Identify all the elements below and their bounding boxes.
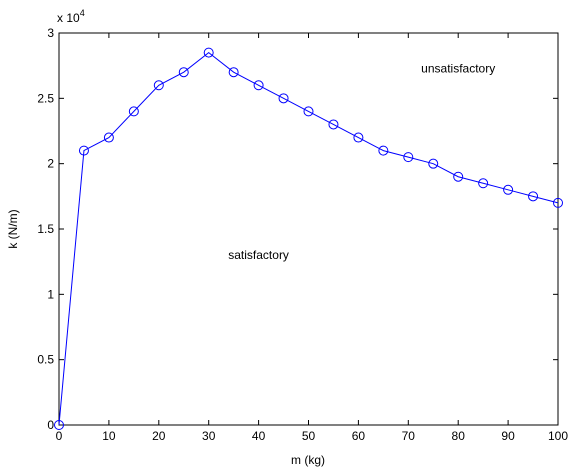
x-tick-label: 10 xyxy=(102,429,116,443)
y-tick-labels: 0 0.5 1 1.5 2 2.5 3 xyxy=(37,26,54,432)
x-tick-label: 0 xyxy=(56,429,63,443)
y-exponent-power: 4 xyxy=(80,8,85,18)
y-tick-label: 0.5 xyxy=(37,353,54,367)
y-tick-label: 2 xyxy=(47,157,54,171)
x-tick-label: 30 xyxy=(202,429,216,443)
y-tick-label: 3 xyxy=(47,26,54,40)
data-point xyxy=(503,184,514,195)
data-point xyxy=(128,106,139,117)
x-tick-label: 50 xyxy=(302,429,316,443)
y-exponent-label: x 104 xyxy=(57,8,85,25)
data-point xyxy=(553,197,563,208)
x-tick-label: 40 xyxy=(252,429,266,443)
x-axis-title: m (kg) xyxy=(291,453,325,467)
x-tick-label: 80 xyxy=(452,429,466,443)
series-group xyxy=(54,47,563,430)
data-point xyxy=(278,93,289,104)
series-line xyxy=(58,51,559,426)
data-point xyxy=(303,106,314,117)
data-point xyxy=(153,80,164,91)
data-point xyxy=(328,119,339,130)
data-point xyxy=(403,152,414,163)
y-axis-title: k (N/m) xyxy=(6,209,20,248)
x-tick-label: 100 xyxy=(548,429,568,443)
data-point xyxy=(428,158,439,169)
data-point xyxy=(178,67,189,78)
plot-area xyxy=(58,32,559,426)
data-point xyxy=(103,132,114,143)
x-tick-label: 20 xyxy=(152,429,166,443)
data-point xyxy=(78,145,89,156)
data-point xyxy=(228,67,239,78)
data-point xyxy=(528,191,539,202)
data-point xyxy=(378,145,389,156)
y-tick-label: 2.5 xyxy=(37,91,54,105)
y-tick-label: 1.5 xyxy=(37,222,54,236)
data-point xyxy=(453,171,464,182)
data-point xyxy=(353,132,364,143)
data-point xyxy=(478,178,489,189)
annotation-text: satisfactory xyxy=(228,248,289,262)
annotation-text: unsatisfactory xyxy=(421,61,495,75)
x-tick-labels: 0 10 20 30 40 50 60 70 80 90 100 xyxy=(56,429,568,443)
x-tick-label: 70 xyxy=(402,429,416,443)
y-tick-label: 1 xyxy=(47,287,54,301)
data-point xyxy=(203,47,214,58)
y-tick-label: 0 xyxy=(47,418,54,432)
y-exponent-base: x 10 xyxy=(57,11,80,25)
data-point xyxy=(54,420,64,430)
annotations: unsatisfactory satisfactory xyxy=(228,61,495,262)
x-tick-label: 60 xyxy=(352,429,366,443)
x-tick-label: 90 xyxy=(501,429,515,443)
data-point xyxy=(253,80,264,91)
